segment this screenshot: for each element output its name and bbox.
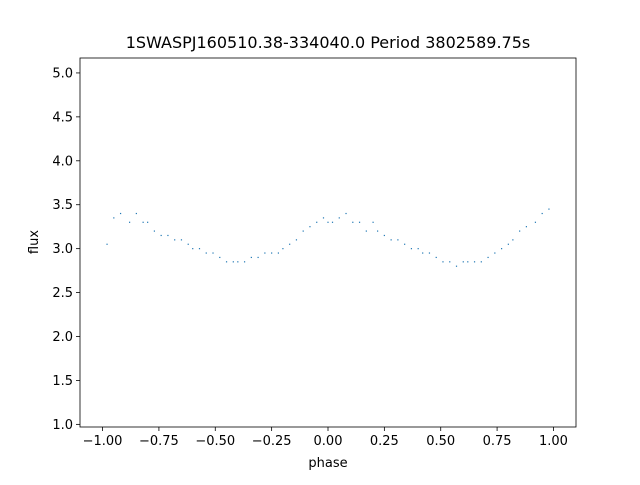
data-point [512,239,514,241]
x-tick-label: −1.00 [83,434,123,449]
data-point [390,239,392,241]
y-tick-label: 3.0 [52,242,73,257]
y-tick-label: 2.5 [52,286,73,301]
data-point [377,230,379,232]
y-tick-label: 2.0 [52,330,73,345]
data-point [404,243,406,245]
data-point [302,230,304,232]
x-tick-label: −0.25 [252,434,292,449]
data-point [271,252,273,254]
data-point [422,252,424,254]
data-point [383,234,385,237]
data-point [534,221,537,223]
data-point [289,243,291,245]
data-point [219,256,221,259]
data-point [494,252,496,254]
data-point [243,261,246,263]
data-point [205,252,207,254]
data-point [250,256,252,259]
data-point [198,248,201,250]
data-point [473,261,476,263]
data-point [417,248,419,250]
data-point [160,234,162,237]
data-point [295,239,298,241]
y-tick-label: 4.5 [52,110,73,125]
data-point [129,221,131,223]
data-point [225,261,228,263]
data-point [435,256,437,259]
data-point [352,221,354,223]
data-point [372,221,374,223]
data-point [410,248,413,250]
y-tick-label: 4.0 [52,154,73,169]
data-point [282,248,284,250]
x-tick-label: 0.50 [426,434,455,449]
data-point [277,252,279,254]
y-tick-label: 1.0 [52,418,73,433]
data-point [264,252,266,254]
x-tick-label: 0.75 [483,434,512,449]
data-point [237,261,239,263]
data-point [167,234,169,237]
data-point [548,208,550,210]
data-point [467,261,469,263]
y-axis-ticks: 1.0 1.5 2.0 2.5 3.0 3.5 4.0 4.5 5.0 [52,66,80,433]
x-tick-label: 1.00 [539,434,568,449]
data-point [232,261,234,263]
data-point [507,243,509,245]
x-tick-label: 0.25 [370,434,399,449]
data-point [480,261,482,263]
data-point [455,265,458,267]
data-point [142,221,144,223]
data-point [462,261,464,263]
data-point [113,217,115,219]
data-point [501,248,503,250]
data-point [327,221,329,223]
data-point [338,217,340,219]
data-point [358,221,361,223]
data-point [345,212,347,215]
data-point [106,243,108,245]
data-point [428,252,431,254]
data-point [257,256,259,259]
data-point [174,239,176,241]
x-axis-ticks: −1.00 −0.75 −0.50 −0.25 0.00 0.25 0.50 0.75 1.00 [83,427,568,449]
data-point [525,226,527,228]
data-point [331,221,334,223]
data-point [135,212,137,215]
data-point [541,212,543,215]
y-axis-label: flux [27,230,42,254]
x-axis-label: phase [308,456,347,471]
data-point [316,221,318,223]
data-point [487,256,489,259]
x-tick-label: 0.00 [314,434,343,449]
y-tick-label: 5.0 [52,66,73,81]
data-point [365,230,367,232]
data-point [180,239,183,241]
x-tick-label: −0.50 [195,434,235,449]
data-point [212,252,214,254]
data-point [153,230,155,232]
data-point [322,217,325,219]
data-point [519,230,521,232]
y-tick-label: 1.5 [52,374,73,389]
y-tick-label: 3.5 [52,198,73,213]
x-tick-label: −0.75 [139,434,179,449]
data-point [192,248,194,250]
data-point [309,226,311,228]
chart-title: 1SWASPJ160510.38-334040.0 Period 3802589… [126,33,531,52]
data-point [187,243,189,245]
data-point [449,261,451,263]
data-point [119,212,122,215]
data-point [442,261,444,263]
data-point [397,239,399,241]
data-point [147,221,149,223]
data-points [106,208,550,267]
